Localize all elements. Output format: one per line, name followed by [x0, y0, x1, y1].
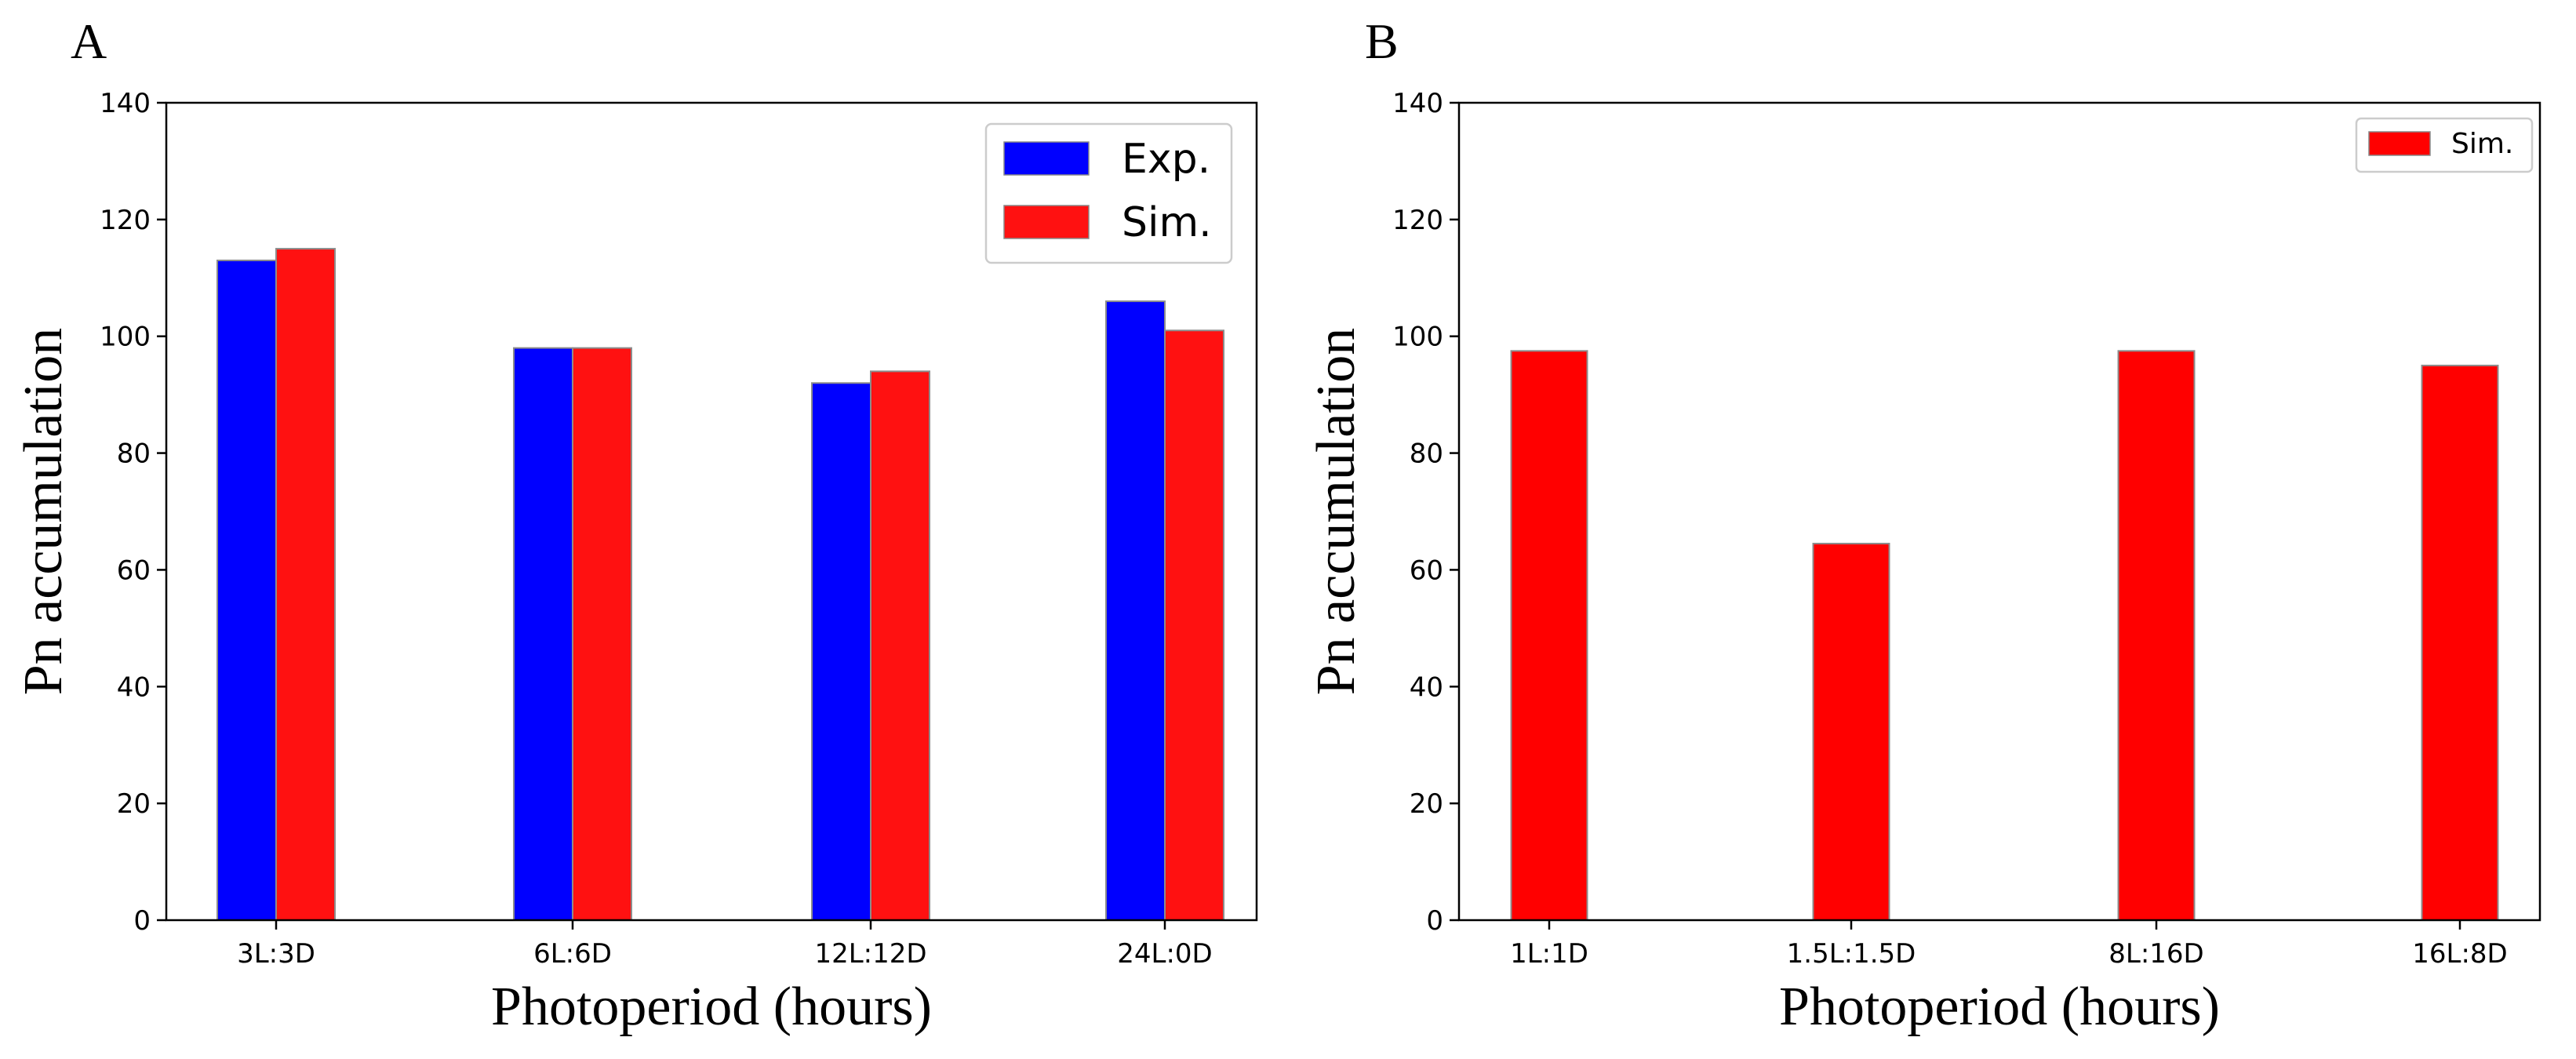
x-tick-label: 6L:6D: [533, 938, 612, 970]
x-tick-label: 3L:3D: [237, 938, 315, 970]
y-tick-label: 60: [1410, 555, 1443, 586]
legend-label-sim: Sim.: [1122, 199, 1212, 246]
y-tick-label: 80: [1410, 439, 1443, 470]
panel-a-y-axis: 0 20 40 60 80 100 120 140: [100, 88, 166, 937]
panel-a-x-axis-title: Photoperiod (hours): [491, 977, 932, 1037]
y-tick-label: 20: [117, 788, 151, 820]
panel-a-label: A: [71, 13, 107, 69]
y-tick-label: 80: [117, 439, 151, 470]
legend-label-exp: Exp.: [1122, 136, 1210, 183]
panel-b-x-axis-title: Photoperiod (hours): [1779, 977, 2220, 1037]
panel-b-plot-frame: [1457, 101, 2541, 922]
panel-a-y-axis-title: Pn accumulation: [13, 328, 74, 696]
panel-a-bars: [216, 248, 1224, 922]
legend-label-sim: Sim.: [2451, 128, 2513, 160]
y-tick-label: 140: [1392, 88, 1443, 119]
x-tick-label: 24L:0D: [1117, 938, 1212, 970]
panel-b-legend: Sim.: [2355, 117, 2534, 173]
bar-sim-1-5l-1-5d: [1812, 542, 1890, 922]
bar-sim-12l-12d: [870, 370, 930, 922]
legend-swatch-sim: [1003, 205, 1090, 239]
panel-a-legend: Exp. Sim.: [984, 122, 1233, 264]
y-tick-label: 0: [1426, 905, 1443, 937]
bar-sim-6l-6d: [572, 347, 632, 922]
legend-swatch-exp: [1003, 141, 1090, 176]
panel-a-plot-frame: [165, 101, 1258, 922]
bar-sim-8l-16d: [2117, 350, 2196, 922]
legend-swatch-sim: [2368, 131, 2431, 156]
bar-exp-24l-0d: [1105, 300, 1166, 921]
panel-b-label: B: [1365, 13, 1399, 69]
y-tick-label: 20: [1410, 788, 1443, 820]
y-tick-label: 40: [117, 671, 151, 703]
bar-sim-24l-0d: [1164, 329, 1224, 921]
bar-sim-16l-8d: [2421, 364, 2499, 921]
y-tick-label: 100: [100, 322, 151, 353]
panel-b-bars: [1510, 350, 2499, 922]
x-tick-label: 12L:12D: [814, 938, 926, 970]
x-tick-label: 1.5L:1.5D: [1787, 938, 1916, 970]
y-tick-label: 60: [117, 555, 151, 586]
y-tick-label: 120: [1392, 205, 1443, 236]
y-tick-label: 100: [1392, 322, 1443, 353]
panel-b-y-axis-title: Pn accumulation: [1306, 328, 1366, 696]
bar-sim-1l-1d: [1510, 350, 1588, 922]
x-tick-label: 8L:16D: [2108, 938, 2203, 970]
panel-a-chart: A 0 20 40 60 80 100 120 140 3L:3D 6L:6D 12L:12D 24…: [13, 13, 1258, 1037]
x-tick-label: 16L:8D: [2412, 938, 2507, 970]
y-tick-label: 0: [133, 905, 151, 937]
y-tick-label: 40: [1410, 671, 1443, 703]
x-tick-label: 1L:1D: [1510, 938, 1588, 970]
panel-b-y-axis: 0 20 40 60 80 100 120 140: [1392, 88, 1459, 937]
bar-sim-3l-3d: [275, 248, 336, 922]
panel-b-x-axis: 1L:1D 1.5L:1.5D 8L:16D 16L:8D: [1510, 920, 2508, 970]
panel-a-x-axis: 3L:3D 6L:6D 12L:12D 24L:0D: [237, 920, 1213, 970]
bar-exp-6l-6d: [513, 347, 573, 922]
bar-exp-12l-12d: [811, 382, 871, 921]
y-tick-label: 120: [100, 205, 151, 236]
panel-b-chart: B 0 20 40 60 80 100 120 140 1L:1D 1.5L:1.5D 8L:16…: [1306, 13, 2541, 1037]
bar-exp-3l-3d: [216, 259, 277, 921]
y-tick-label: 140: [100, 88, 151, 119]
